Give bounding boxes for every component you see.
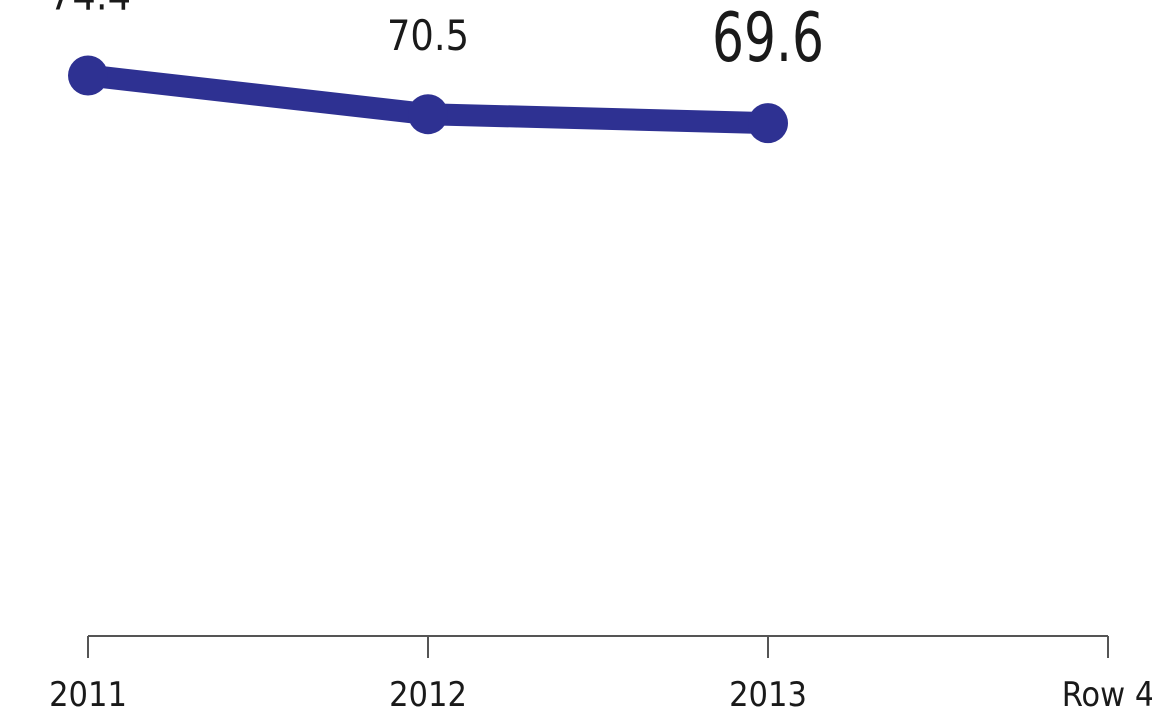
data-label-2011: 74.4 xyxy=(49,0,131,19)
data-label-2012: 70.5 xyxy=(387,11,469,60)
x-tick-label: 2013 xyxy=(729,675,807,715)
data-point-2013 xyxy=(748,103,788,144)
x-tick-label: 2012 xyxy=(389,675,467,715)
x-tick-label: Row 4 xyxy=(1062,675,1152,715)
data-labels: 74.4 70.5 69.6 xyxy=(49,0,824,78)
series-layer xyxy=(68,55,788,144)
data-point-2012 xyxy=(408,94,448,135)
x-axis-ticks: 2011 2012 2013 Row 4 xyxy=(49,636,1152,715)
x-tick-label: 2011 xyxy=(49,675,127,715)
data-label-2013: 69.6 xyxy=(712,0,824,78)
data-point-2011 xyxy=(68,55,108,96)
